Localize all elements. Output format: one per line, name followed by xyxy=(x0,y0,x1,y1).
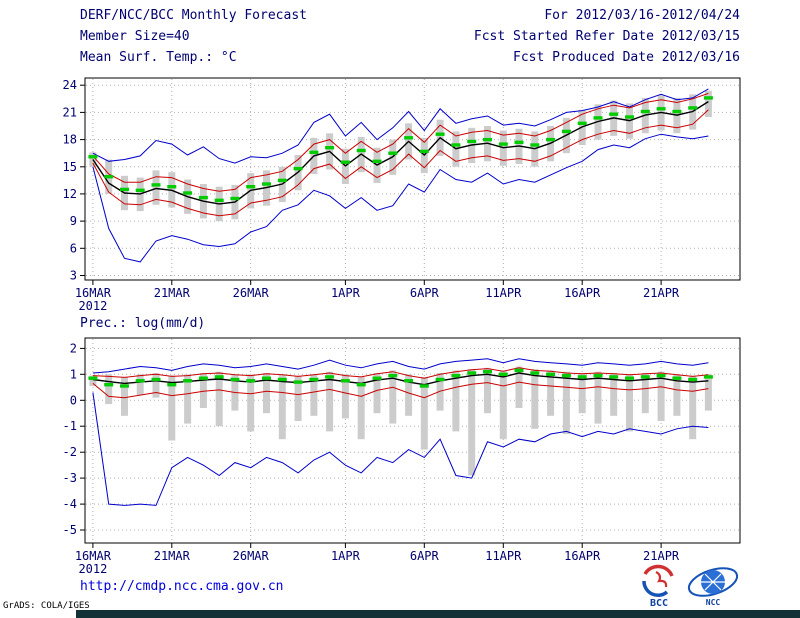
svg-text:11APR: 11APR xyxy=(485,286,522,300)
svg-text:-2: -2 xyxy=(63,445,77,459)
svg-text:-5: -5 xyxy=(63,523,77,537)
precip-chart-label: Prec.: log(mm/d) xyxy=(80,316,206,331)
svg-text:-1: -1 xyxy=(63,419,77,433)
bcc-logo: BCC xyxy=(642,564,674,608)
bcc-logo-swirl xyxy=(655,571,668,588)
svg-text:15: 15 xyxy=(63,160,77,174)
bcc-logo-red-arc xyxy=(643,564,674,577)
produced-date: Fcst Produced Date 2012/03/16 xyxy=(513,50,740,65)
forecast-period: For 2012/03/16-2012/04/24 xyxy=(544,8,740,23)
svg-text:1: 1 xyxy=(70,367,77,381)
cmdp-url-link[interactable]: http://cmdp.ncc.cma.gov.cn xyxy=(80,579,284,594)
svg-text:12: 12 xyxy=(63,187,77,201)
svg-text:9: 9 xyxy=(70,214,77,228)
refer-date: Fcst Started Refer Date 2012/03/15 xyxy=(473,29,740,44)
report-title: DERF/NCC/BCC Monthly Forecast xyxy=(80,8,307,23)
svg-text:24: 24 xyxy=(63,78,77,92)
svg-text:16APR: 16APR xyxy=(564,286,601,300)
temp-chart-label: Mean Surf. Temp.: °C xyxy=(80,50,237,65)
svg-text:18: 18 xyxy=(63,133,77,147)
svg-text:3: 3 xyxy=(70,269,77,283)
svg-text:2012: 2012 xyxy=(78,299,107,313)
svg-text:26MAR: 26MAR xyxy=(233,549,270,563)
svg-text:16APR: 16APR xyxy=(564,549,601,563)
grads-credit: GrADS: COLA/IGES xyxy=(3,601,90,611)
svg-text:-3: -3 xyxy=(63,471,77,485)
svg-text:6APR: 6APR xyxy=(410,549,440,563)
svg-text:21: 21 xyxy=(63,105,77,119)
svg-text:1APR: 1APR xyxy=(331,549,361,563)
svg-text:21MAR: 21MAR xyxy=(154,286,191,300)
svg-text:1APR: 1APR xyxy=(331,286,361,300)
svg-text:26MAR: 26MAR xyxy=(233,286,270,300)
svg-text:2: 2 xyxy=(70,341,77,355)
svg-text:11APR: 11APR xyxy=(485,549,522,563)
svg-text:21APR: 21APR xyxy=(643,549,680,563)
bottom-bar xyxy=(76,610,800,618)
ncc-logo-text: NCC xyxy=(706,598,721,607)
svg-text:-4: -4 xyxy=(63,497,77,511)
ncc-logo: NCC xyxy=(687,567,739,607)
ncc-logo-meridians xyxy=(701,573,725,591)
bcc-logo-text: BCC xyxy=(650,598,668,608)
bcc-logo-blue-arc xyxy=(642,580,669,597)
svg-text:16MAR: 16MAR xyxy=(75,286,112,300)
svg-text:21APR: 21APR xyxy=(643,286,680,300)
svg-text:16MAR: 16MAR xyxy=(75,549,112,563)
svg-text:0: 0 xyxy=(70,393,77,407)
member-size-label: Member Size=40 xyxy=(80,29,190,44)
svg-text:6: 6 xyxy=(70,241,77,255)
svg-text:2012: 2012 xyxy=(78,562,107,576)
svg-text:21MAR: 21MAR xyxy=(154,549,191,563)
svg-text:6APR: 6APR xyxy=(410,286,440,300)
